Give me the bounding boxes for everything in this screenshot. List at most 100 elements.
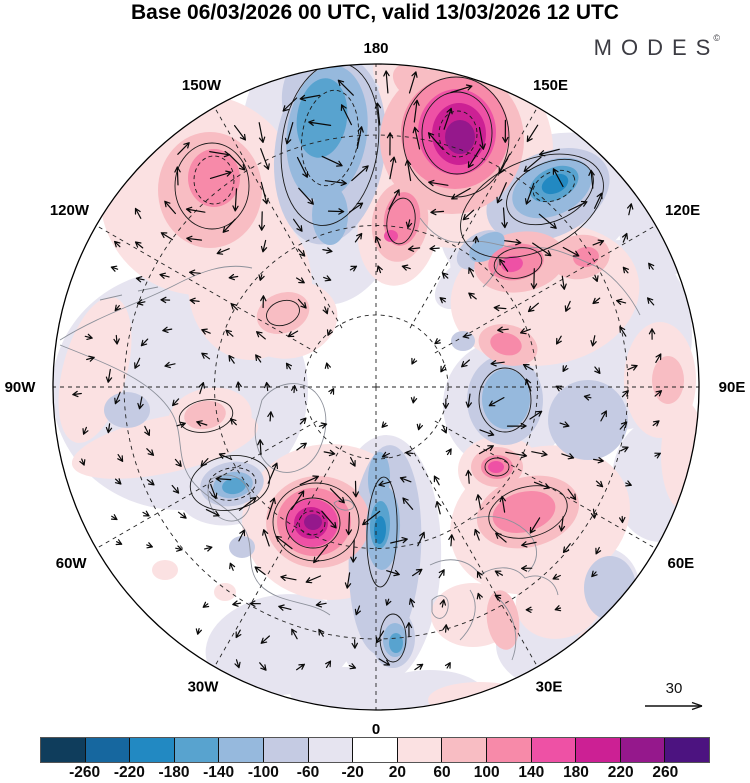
wind-arrow <box>234 659 241 669</box>
wind-arrow <box>493 304 507 312</box>
anomaly-blob <box>548 380 628 460</box>
wind-arrow <box>278 604 292 611</box>
wind-arrow <box>349 456 356 467</box>
wind-arrow <box>654 390 663 397</box>
wind-arrow <box>260 181 269 205</box>
wind-arrow <box>490 360 505 367</box>
wind-arrow <box>567 488 577 501</box>
wind-arrow <box>228 273 239 281</box>
wind-arrow <box>229 562 236 571</box>
wind-arrow <box>171 484 180 494</box>
coastline <box>207 474 251 522</box>
wind-arrow <box>593 457 604 464</box>
wind-arrow <box>472 236 479 244</box>
wind-arrow <box>616 298 627 305</box>
wind-arrow <box>255 354 262 363</box>
anomaly-blob <box>541 173 569 195</box>
colorbar-tick-label: 260 <box>652 764 679 781</box>
longitude-label-120E: 120E <box>665 202 700 219</box>
contour-line <box>266 299 300 327</box>
wind-arrow <box>588 169 595 189</box>
coastline <box>429 559 559 661</box>
colorbar-tick-label: -260 <box>69 764 101 781</box>
contour-line <box>298 510 326 536</box>
wind-arrow <box>438 569 445 579</box>
wind-arrow <box>315 601 327 608</box>
wind-arrow <box>280 574 297 581</box>
colorbar-tick-label: -180 <box>158 764 190 781</box>
wind-arrow <box>552 168 564 188</box>
wind-arrow <box>592 239 605 246</box>
colorbar-tick-label: -20 <box>341 764 364 781</box>
wind-arrow <box>385 598 392 606</box>
wind-arrow <box>620 446 629 453</box>
wind-arrow <box>451 187 471 200</box>
wind-arrow <box>381 421 388 428</box>
wind-arrow <box>647 297 655 306</box>
longitude-label-60W: 60W <box>56 555 88 572</box>
wind-arrow <box>478 127 486 150</box>
wind-arrow <box>225 329 234 337</box>
wind-arrow <box>299 417 307 425</box>
contour-line <box>532 169 576 203</box>
contour-line <box>379 613 407 663</box>
wind-arrow <box>412 568 423 577</box>
wind-arrow <box>235 629 242 639</box>
wind-arrow <box>275 535 293 550</box>
wind-arrow <box>323 275 332 282</box>
wind-arrow <box>232 600 242 607</box>
wind-arrow <box>299 475 319 486</box>
wind-arrow <box>592 297 601 305</box>
wind-arrow <box>525 606 533 613</box>
wind-arrow <box>216 248 230 255</box>
wind-arrow <box>177 511 187 519</box>
contour-line <box>386 197 416 245</box>
wind-arrow <box>287 330 299 338</box>
wind-arrow <box>196 420 208 427</box>
wind-arrow <box>348 202 364 213</box>
wind-arrow <box>349 265 358 272</box>
anomaly-blob <box>445 120 475 154</box>
longitude-label-30E: 30E <box>536 679 563 696</box>
anomaly-blob <box>428 682 532 710</box>
colorbar-cell <box>665 738 709 762</box>
contour-line <box>493 247 543 279</box>
wind-arrow <box>186 235 203 243</box>
wind-arrow <box>556 335 562 345</box>
wind-arrow <box>318 628 325 637</box>
contour-line <box>178 399 234 433</box>
wind-arrow <box>524 182 535 205</box>
wind-arrow <box>413 99 420 123</box>
coastline <box>419 217 641 316</box>
wind-arrow <box>531 450 548 457</box>
wind-arrow <box>296 277 305 284</box>
brand-logo: MODES© <box>594 33 720 61</box>
wind-arrow <box>264 381 271 392</box>
wind-arrow <box>476 571 483 579</box>
wind-arrow <box>356 126 364 149</box>
wind-arrow <box>564 300 571 312</box>
wind-arrow <box>228 355 235 364</box>
contour-line <box>421 91 493 175</box>
wind-arrow <box>79 458 86 466</box>
colorbar-cell <box>41 738 86 762</box>
colorbar-cell <box>263 738 309 762</box>
wind-arrow <box>174 166 181 186</box>
brand-copyright-mark: © <box>713 33 720 43</box>
wind-arrow <box>473 528 480 541</box>
wind-arrow <box>84 333 93 340</box>
anomaly-blob <box>184 400 226 430</box>
wind-arrow <box>526 124 539 143</box>
anomaly-blob <box>488 461 504 473</box>
wind-arrow <box>444 662 451 669</box>
wind-arrow <box>297 298 307 309</box>
wind-arrow <box>329 488 345 504</box>
wind-arrow <box>201 352 211 360</box>
colorbar-cell <box>353 738 398 762</box>
wind-arrow <box>428 179 449 187</box>
wind-arrow <box>215 475 232 483</box>
anomaly-blob <box>222 477 246 495</box>
colorbar-tick-label: 100 <box>473 764 500 781</box>
coastline <box>469 516 537 573</box>
wind-arrow <box>115 539 123 546</box>
